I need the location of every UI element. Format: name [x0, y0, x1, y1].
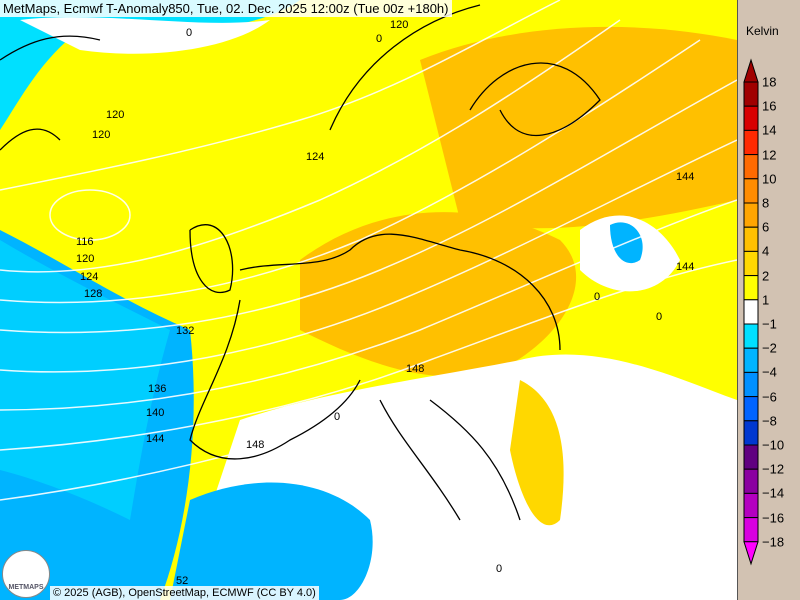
warm-anomaly-northeast	[420, 26, 737, 229]
svg-text:120: 120	[390, 19, 408, 31]
geopotential-contours	[0, 0, 737, 501]
colorbar-label: −14	[762, 485, 785, 501]
colorbar-graphic	[743, 58, 759, 566]
colorbar-segment	[743, 468, 759, 494]
colorbar-label: 18	[762, 74, 777, 90]
colorbar-segment	[743, 396, 759, 422]
svg-text:116: 116	[76, 236, 94, 248]
svg-text:120: 120	[76, 253, 94, 265]
svg-text:136: 136	[148, 383, 166, 395]
colorbar-label: −1	[762, 316, 777, 332]
colorbar-label: −16	[762, 510, 785, 526]
colorbar-label: −4	[762, 364, 777, 380]
colorbar-segment	[743, 129, 759, 156]
colorbar-label: 2	[762, 268, 770, 284]
colorbar-segment	[743, 226, 759, 252]
colorbar-segment	[743, 154, 759, 180]
colorbar-label: 1	[762, 292, 770, 308]
coastlines	[0, 4, 601, 521]
cold-anomaly-med	[170, 482, 373, 600]
colorbar-label: 8	[762, 195, 770, 211]
colorbar-label: −12	[762, 461, 785, 477]
temperature-anomaly-map[interactable]: 120 120 120 116 120 124 128 132 136 140 …	[0, 0, 737, 600]
svg-text:132: 132	[176, 325, 194, 337]
svg-text:0: 0	[594, 291, 600, 303]
svg-text:0: 0	[656, 311, 662, 323]
warm-anomaly-central	[300, 212, 577, 377]
map-title: MetMaps, Ecmwf T-Anomaly850, Tue, 02. De…	[0, 0, 452, 17]
legend-unit: Kelvin	[746, 24, 779, 38]
color-legend: Kelvin 18 16 14 12 10 8 6 4 2 1 −1 −2 −4 −6 −8 −10 −12 −1…	[737, 0, 800, 600]
svg-text:144: 144	[146, 433, 164, 445]
colorbar-label: 14	[762, 122, 777, 138]
colorbar-segment	[743, 178, 759, 204]
colorbar-segment	[743, 299, 759, 325]
colorbar-label: −6	[762, 389, 777, 405]
colorbar-label: 6	[762, 219, 770, 235]
svg-text:144: 144	[676, 171, 694, 183]
svg-text:0: 0	[186, 27, 192, 39]
colorbar-label: −2	[762, 340, 777, 356]
attribution: © 2025 (AGB), OpenStreetMap, ECMWF (CC B…	[50, 586, 319, 600]
svg-text:0: 0	[334, 411, 340, 423]
svg-text:148: 148	[246, 439, 264, 451]
colorbar-segment	[743, 105, 759, 131]
colorbar-segment	[743, 347, 759, 373]
colorbar-segment	[743, 202, 759, 228]
colorbar-label: −8	[762, 413, 777, 429]
colorbar-label: −10	[762, 437, 785, 453]
colorbar-segment	[743, 492, 759, 519]
svg-text:0: 0	[496, 563, 502, 575]
colorbar-segment	[743, 517, 759, 543]
svg-text:124: 124	[306, 151, 324, 163]
colorbar-arrow-top	[743, 58, 759, 83]
colorbar-segment	[743, 420, 759, 446]
colorbar-segment	[743, 444, 759, 470]
svg-text:140: 140	[146, 407, 164, 419]
neutral-north	[20, 17, 270, 54]
colorbar-segment	[743, 275, 759, 301]
contour-value-labels: 120 120 120 116 120 124 128 132 136 140 …	[76, 19, 694, 587]
colorbar-segment	[743, 250, 759, 277]
metmaps-logo: METMAPS	[2, 550, 50, 598]
colorbar-label: 10	[762, 171, 777, 187]
map-canvas: 120 120 120 116 120 124 128 132 136 140 …	[0, 0, 737, 600]
warm-balkans	[510, 380, 564, 526]
colorbar-segment	[743, 371, 759, 398]
colorbar-label: −18	[762, 534, 785, 550]
svg-text:120: 120	[92, 129, 110, 141]
colorbar-label: 12	[762, 147, 777, 163]
svg-text:120: 120	[106, 109, 124, 121]
svg-text:124: 124	[80, 271, 98, 283]
colorbar-label: 16	[762, 98, 777, 114]
svg-text:148: 148	[406, 363, 424, 375]
cold-anomaly-west-light	[0, 240, 170, 520]
svg-text:0: 0	[376, 33, 382, 45]
colorbar-segment	[743, 323, 759, 349]
svg-text:52: 52	[176, 575, 188, 587]
svg-text:128: 128	[84, 288, 102, 300]
svg-text:144: 144	[676, 261, 694, 273]
colorbar-arrow-bottom	[743, 541, 759, 566]
colorbar-label: 4	[762, 243, 770, 259]
colorbar-segment	[743, 81, 759, 107]
